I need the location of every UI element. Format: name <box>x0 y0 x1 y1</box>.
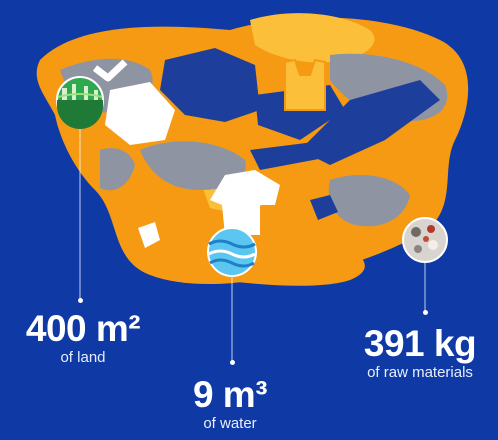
water-leader-dot <box>230 360 235 365</box>
white-patch <box>138 222 160 248</box>
light-orange-patch <box>250 13 375 63</box>
white-checkmark <box>92 59 128 82</box>
navy-sock <box>310 195 338 220</box>
grey-garment-mid <box>140 141 246 190</box>
land-leader-dot <box>78 298 83 303</box>
land-value: 400 m² <box>25 308 141 349</box>
white-shirt <box>105 82 175 145</box>
tank-top <box>284 58 326 111</box>
navy-trousers <box>300 80 440 165</box>
raw-materials-label: of raw materials <box>367 364 473 381</box>
water-label: of water <box>203 415 257 432</box>
grey-garment-left <box>100 148 135 191</box>
raw-leader-dot <box>423 310 428 315</box>
water-stat: 9 m³ of water <box>160 375 300 433</box>
raw-materials-icon <box>402 217 448 263</box>
navy-strip <box>250 140 340 170</box>
navy-shirt <box>160 48 260 122</box>
land-label: of land <box>60 349 106 366</box>
grey-garment-bottom <box>328 175 410 227</box>
land-field-icon <box>56 76 104 129</box>
water-wave-icon <box>207 227 257 277</box>
water-value: 9 m³ <box>192 374 268 415</box>
raw-materials-stat: 391 kg of raw materials <box>345 324 495 382</box>
raw-materials-value: 391 kg <box>363 323 477 364</box>
white-tshirt <box>210 170 280 235</box>
land-stat: 400 m² of land <box>8 309 158 367</box>
